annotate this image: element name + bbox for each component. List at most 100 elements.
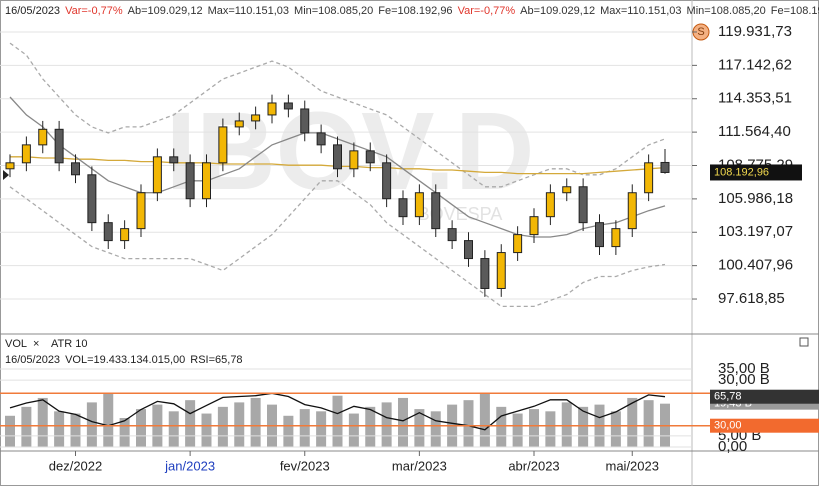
volume-bar	[217, 406, 228, 447]
candle-body	[152, 156, 162, 194]
header-item: Min=108.085,20	[687, 5, 766, 17]
info-item: VOL=19.433.134.015,00	[65, 354, 185, 366]
volume-bar	[119, 418, 130, 447]
volume-bar	[365, 406, 376, 447]
band-upper	[9, 42, 666, 188]
candle-body	[251, 114, 261, 122]
candle-body	[234, 120, 244, 128]
volume-bar	[348, 413, 359, 447]
candle-body	[611, 228, 621, 248]
candle-body	[267, 102, 277, 116]
candle-body	[218, 126, 228, 164]
candle-body	[333, 144, 342, 170]
volume-bar	[86, 402, 97, 447]
rsi-label: 65,78	[714, 391, 742, 403]
candle-body	[87, 174, 97, 224]
price-label-box	[710, 164, 802, 181]
candle-body	[283, 102, 293, 110]
candle-body	[169, 156, 179, 164]
volume-bar	[234, 402, 245, 447]
volume-bar	[512, 413, 523, 447]
candle-body	[349, 150, 359, 170]
volume-bar	[5, 415, 15, 447]
volume-bar	[398, 397, 408, 447]
volume-bar	[21, 406, 32, 447]
y-tick-label: 100.407,96	[718, 257, 793, 274]
icon-label: S	[697, 26, 704, 38]
info-item: 16/05/2023	[5, 354, 60, 366]
header-item: Var=-0,77%	[65, 5, 123, 17]
candle-body	[447, 228, 457, 242]
candle-body	[529, 216, 539, 236]
volume-bar	[545, 411, 556, 447]
candle-body	[185, 162, 195, 200]
watermark-sub: BOVESPA	[418, 204, 503, 224]
volume-bar	[70, 413, 81, 447]
volume-bar	[463, 400, 474, 447]
vol-tick-label: 0,00	[718, 438, 747, 455]
candle-body	[431, 192, 441, 230]
rsi-level-box	[710, 418, 819, 433]
candle-body	[365, 150, 375, 164]
volume-bar	[299, 409, 310, 447]
candle-body	[71, 162, 80, 176]
candle-body	[627, 192, 637, 230]
candle-body	[545, 192, 555, 218]
header-item: Max=110.151,03	[208, 5, 289, 17]
info-item: RSI=65,78	[190, 354, 242, 366]
volume-bar	[168, 411, 179, 447]
price-label: 108.192,96	[714, 166, 769, 178]
candle-body	[562, 186, 572, 194]
volume-bar	[479, 393, 490, 447]
maximize[interactable]	[799, 337, 809, 347]
vol-tick-label: 35,00 B	[718, 360, 770, 377]
header: 16/05/2023 Var=-0,77% Ab=109.029,12 Max=110…	[5, 5, 819, 17]
volume-bar	[529, 409, 539, 447]
x-tick-label: dez/2022	[49, 458, 103, 473]
header-item: Min=108.085,20	[294, 5, 373, 17]
volume-bar	[185, 400, 196, 447]
header-item: Fe=108.192,96	[771, 5, 819, 17]
x-tick-label: jan/2023	[164, 458, 215, 473]
rsi-level-label: 30,00	[714, 420, 742, 432]
volume-bar	[414, 409, 425, 447]
candle-body	[136, 192, 146, 230]
candle-body	[513, 234, 523, 254]
volume-bar	[136, 409, 146, 447]
volume-bar	[37, 397, 48, 447]
tab[interactable]: ATR 10	[51, 338, 87, 350]
candle-body	[300, 108, 310, 134]
y-tick-label: 117.142,62	[718, 56, 792, 73]
arrow[interactable]	[3, 170, 9, 180]
band-lower	[9, 180, 666, 308]
candle-body	[202, 162, 211, 200]
y-tick-label: 103.197,07	[718, 223, 793, 240]
candle-body	[414, 192, 424, 218]
candle-body	[480, 258, 490, 289]
y-tick-label: 119.931,73	[718, 23, 792, 40]
rsi-line	[9, 392, 666, 431]
header-item: Fe=108.192,96	[378, 5, 452, 17]
y-tick-label: 111.564,40	[718, 123, 791, 140]
candle-body	[5, 162, 15, 170]
tab[interactable]: VOL	[5, 338, 27, 350]
volume-bar	[201, 413, 212, 447]
candle-body	[382, 162, 392, 200]
volume-bar	[381, 402, 392, 447]
header-item: Ab=109.029,12	[128, 5, 203, 17]
price-panel	[5, 42, 670, 308]
candle-body	[660, 161, 670, 173]
volume-bar	[561, 402, 572, 447]
tab-close: ×	[33, 338, 39, 350]
volume-bar	[54, 411, 65, 447]
header-item: Ab=109.029,12	[520, 5, 595, 17]
candle-body	[103, 222, 113, 242]
candle-body	[644, 162, 654, 194]
candle-body	[120, 228, 130, 242]
volume-bar	[316, 411, 327, 447]
volume-bar	[332, 395, 343, 447]
candle-body	[595, 222, 604, 248]
rsi-label-box	[710, 389, 819, 404]
lower-info: 16/05/2023 VOL=19.433.134.015,00 RSI=65,78	[5, 354, 243, 366]
candle-body	[316, 132, 326, 146]
